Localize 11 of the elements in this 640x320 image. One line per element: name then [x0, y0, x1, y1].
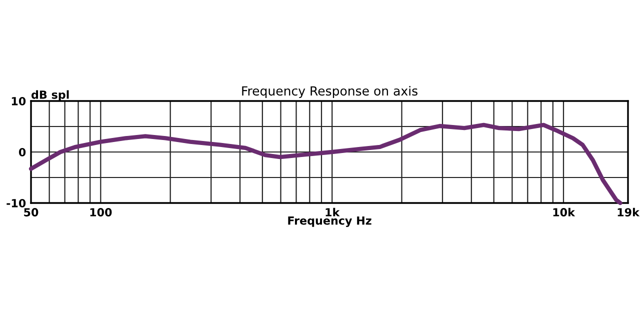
x-tick-label: 50: [24, 208, 38, 216]
x-tick-label: 1k: [326, 208, 340, 216]
y-tick-label: 0: [18, 148, 26, 156]
y-tick-label: 10: [12, 96, 26, 106]
chart-title: Frequency Response on axis: [242, 86, 418, 98]
x-tick-label: 100: [90, 208, 112, 216]
y-tick-label: -10: [6, 198, 26, 208]
x-axis-title: Frequency Hz: [288, 216, 372, 228]
x-tick-label: 19k: [618, 208, 640, 216]
y-axis-title: dB spl: [32, 90, 69, 101]
x-tick-label: 10k: [553, 208, 576, 216]
